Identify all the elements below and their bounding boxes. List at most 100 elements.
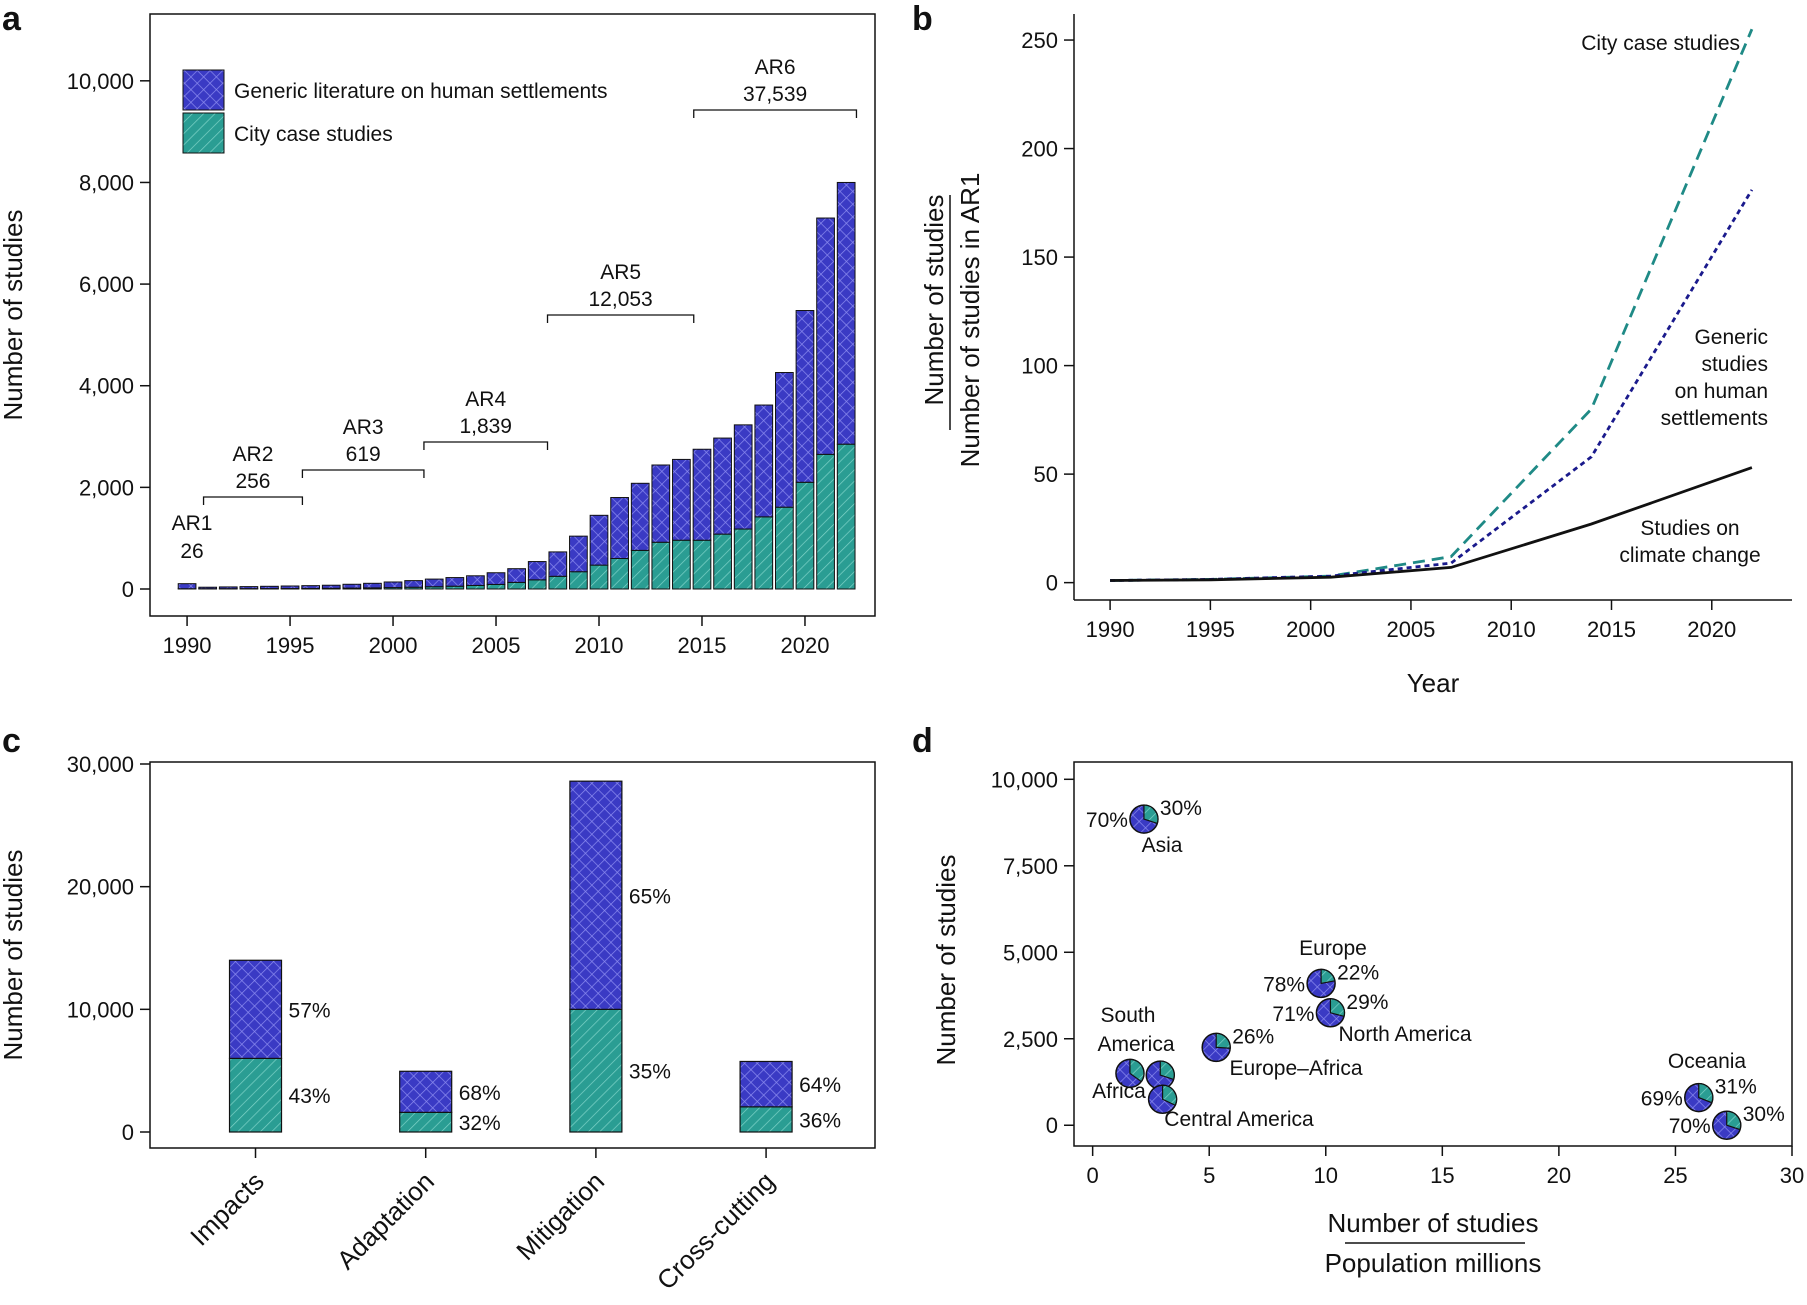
panel-b-ylabel-numerator: Number of studies bbox=[919, 195, 949, 406]
d-pie-city-percent: 30% bbox=[1160, 797, 1202, 820]
a-bar-generic bbox=[630, 482, 650, 551]
panel-a-legend: Generic literature on human settlements … bbox=[182, 69, 608, 154]
a-bar-generic bbox=[775, 372, 794, 508]
d-pie-generic-percent: 69% bbox=[1641, 1088, 1683, 1111]
d-ytick-label: 10,000 bbox=[991, 767, 1058, 792]
line-label-generic-4: settlements bbox=[1661, 407, 1768, 430]
c-percent-city: 36% bbox=[799, 1109, 841, 1132]
a-bar-city bbox=[754, 516, 774, 590]
a-ytick-label: 8,000 bbox=[79, 170, 134, 195]
a-ytick-label: 2,000 bbox=[79, 475, 134, 500]
panel-b-ylabel-denominator: Number of studies in AR1 bbox=[955, 173, 985, 468]
a-xtick-label: 2005 bbox=[472, 633, 521, 658]
panel-label-a: a bbox=[2, 0, 22, 38]
d-pie-city bbox=[1726, 1110, 1742, 1131]
c-ytick-label: 30,000 bbox=[67, 752, 134, 777]
d-xtick-label: 25 bbox=[1663, 1163, 1687, 1188]
d-pie-generic-percent: 70% bbox=[1669, 1115, 1711, 1138]
panel-d-region-labels: Asia Europe North America South America … bbox=[1092, 834, 1746, 1131]
b-xtick-label: 1995 bbox=[1186, 617, 1235, 642]
b-xtick-label: 2015 bbox=[1587, 617, 1636, 642]
c-percent-city: 43% bbox=[289, 1085, 331, 1108]
a-bar-city bbox=[713, 533, 732, 590]
region-label-asia: Asia bbox=[1142, 834, 1183, 857]
panel-c-frame bbox=[149, 761, 876, 1149]
d-xtick-label: 5 bbox=[1203, 1163, 1215, 1188]
a-bar-generic bbox=[507, 568, 526, 583]
a-xtick-label: 2010 bbox=[575, 633, 624, 658]
a-bar-generic bbox=[589, 514, 609, 566]
a-xtick-label: 1995 bbox=[266, 633, 315, 658]
a-bar-generic bbox=[754, 404, 774, 518]
a-xtick-label: 1990 bbox=[163, 633, 212, 658]
a-period-bracket bbox=[301, 469, 425, 478]
d-pie-generic-percent: 70% bbox=[1086, 809, 1128, 832]
c-percent-generic: 68% bbox=[459, 1082, 501, 1105]
c-ytick-label: 0 bbox=[122, 1120, 134, 1145]
a-period-bracket bbox=[546, 314, 695, 323]
a-bar-generic bbox=[527, 561, 547, 581]
d-pie-city bbox=[1129, 1058, 1145, 1083]
panel-a-ylabel: Number of studies bbox=[0, 210, 28, 421]
panel-label-d: d bbox=[912, 722, 933, 760]
a-bar-city bbox=[692, 539, 712, 590]
a-bar-generic bbox=[713, 437, 732, 535]
legend-city-swatch bbox=[182, 112, 225, 154]
b-line-climate bbox=[1110, 466, 1753, 582]
a-bar-city bbox=[733, 528, 753, 590]
a-bar-city bbox=[795, 481, 815, 590]
panel-b-xlabel: Year bbox=[1407, 668, 1460, 698]
d-pie-city-percent: 31% bbox=[1715, 1076, 1757, 1099]
a-bar-city bbox=[651, 541, 671, 590]
panel-label-c: c bbox=[2, 722, 21, 760]
a-bar-generic bbox=[836, 181, 856, 445]
d-ytick-label: 2,500 bbox=[1003, 1027, 1058, 1052]
b-ytick-label: 150 bbox=[1021, 245, 1058, 270]
panel-d-xlabel-numerator: Number of studies bbox=[1328, 1208, 1539, 1238]
a-period-count: 37,539 bbox=[743, 83, 807, 106]
a-period-count: 1,839 bbox=[459, 415, 512, 438]
a-ytick-label: 10,000 bbox=[67, 69, 134, 94]
a-bar-generic bbox=[301, 585, 321, 589]
b-xtick-label: 1990 bbox=[1086, 617, 1135, 642]
a-bar-city bbox=[816, 453, 835, 590]
a-bar-generic bbox=[466, 575, 485, 586]
panel-b-chart: Number of studies Number of studies in A… bbox=[919, 14, 1792, 698]
a-bar-generic bbox=[733, 424, 753, 530]
d-xtick-label: 10 bbox=[1314, 1163, 1338, 1188]
b-ytick-label: 50 bbox=[1034, 462, 1058, 487]
a-bar-generic bbox=[651, 464, 671, 543]
a-bar-generic bbox=[383, 581, 403, 589]
a-bar-city bbox=[672, 539, 691, 590]
panel-d-ylabel: Number of studies bbox=[931, 855, 961, 1066]
a-bar-generic bbox=[404, 580, 423, 588]
b-ytick-label: 200 bbox=[1021, 137, 1058, 162]
a-period-name: AR5 bbox=[600, 261, 641, 284]
region-label-south-america-2: America bbox=[1097, 1033, 1174, 1056]
panel-d-chart: Number of studies Number of studies Popu… bbox=[931, 761, 1804, 1278]
d-pie-generic-percent: 78% bbox=[1263, 973, 1305, 996]
a-bar-city bbox=[507, 581, 526, 590]
a-bar-generic bbox=[795, 310, 815, 483]
c-ytick-label: 10,000 bbox=[67, 997, 134, 1022]
a-period-name: AR2 bbox=[233, 443, 274, 466]
region-label-europe: Europe bbox=[1299, 937, 1367, 960]
a-bar-city bbox=[466, 584, 485, 590]
c-bar-city bbox=[569, 1008, 623, 1133]
a-bar-generic bbox=[363, 582, 382, 589]
c-bar-generic bbox=[399, 1070, 453, 1113]
a-period-bracket bbox=[423, 441, 549, 450]
a-bar-generic bbox=[610, 497, 629, 560]
b-xtick-label: 2020 bbox=[1687, 617, 1736, 642]
d-pie-city bbox=[1215, 1032, 1231, 1049]
a-ytick-label: 0 bbox=[122, 577, 134, 602]
a-period-name: AR1 bbox=[172, 512, 213, 535]
a-bar-generic bbox=[239, 586, 259, 590]
a-bar-city bbox=[836, 443, 856, 590]
c-category-label: Cross-cutting bbox=[651, 1166, 781, 1296]
a-period-count: 619 bbox=[346, 443, 381, 466]
c-category-label: Mitigation bbox=[510, 1166, 610, 1266]
a-period-count: 26 bbox=[180, 540, 203, 563]
d-pie-city bbox=[1159, 1060, 1175, 1081]
